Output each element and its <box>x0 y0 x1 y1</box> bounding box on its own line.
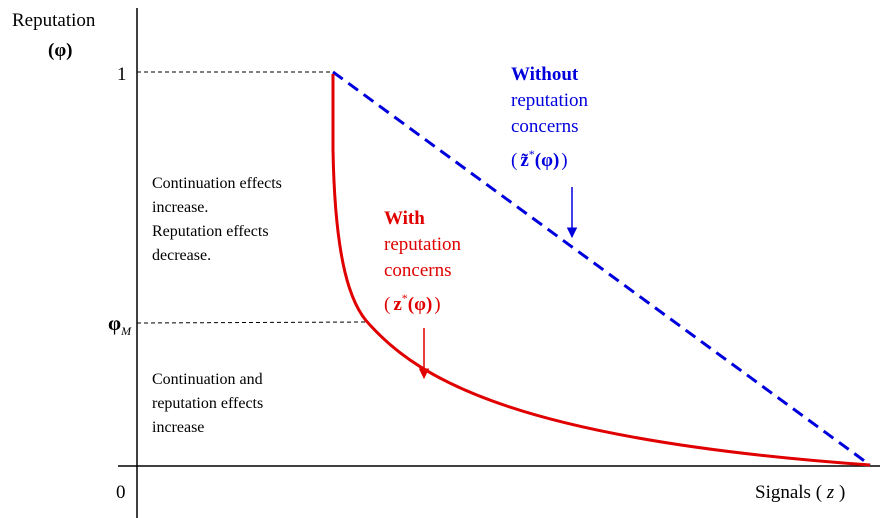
with-curve <box>331 74 871 467</box>
top-label: 1 <box>117 64 127 85</box>
guide-threshold <box>136 321 369 324</box>
x-title-text: Signals ( <box>755 482 822 503</box>
formula-open: ( <box>384 294 390 315</box>
formula: (z*(φ)) <box>384 291 441 315</box>
text-line: increase. <box>152 199 208 216</box>
formula-base: z̃ <box>520 150 529 171</box>
lower-region-text: Continuation and reputation effects increa… <box>152 371 263 436</box>
threshold-sub: M <box>120 324 132 338</box>
x-title: Signals ( z ) <box>755 482 845 503</box>
text-line: increase <box>152 419 204 436</box>
formula-sup: * <box>529 147 535 161</box>
formula-close: ) <box>434 294 440 315</box>
without-annotation: Without reputation concerns (z̃*(φ)) <box>511 64 589 171</box>
x-close: ) <box>839 482 845 503</box>
y-symbol: (φ) <box>48 40 73 61</box>
formula-arg: (φ) <box>535 150 560 171</box>
text-line: concerns <box>384 260 452 281</box>
text-line: reputation <box>384 234 462 255</box>
formula-open: ( <box>511 150 517 171</box>
text-line: Continuation effects <box>152 175 282 192</box>
threshold-base: φ <box>108 311 121 335</box>
text-line: Reputation effects <box>152 223 269 240</box>
formula: (z̃*(φ)) <box>511 147 568 171</box>
y-title: Reputation <box>12 10 96 31</box>
formula-close: ) <box>561 150 567 171</box>
text-line: Without <box>511 64 579 85</box>
text-line: With <box>384 208 425 229</box>
text-line: concerns <box>511 116 579 137</box>
text-line: Continuation and <box>152 371 263 388</box>
upper-region-text: Continuation effects increase. Reputation … <box>152 175 282 264</box>
formula-arg: (φ) <box>408 294 433 315</box>
without-line <box>332 70 871 467</box>
formula-base: z <box>393 294 402 315</box>
text-line: reputation effects <box>152 395 263 412</box>
origin-label: 0 <box>116 482 126 503</box>
threshold-label: φM <box>108 311 132 338</box>
formula-sup: * <box>402 291 408 305</box>
text-line: decrease. <box>152 247 211 264</box>
with-annotation: With reputation concerns (z*(φ)) <box>384 208 462 315</box>
x-variable: z <box>826 482 835 503</box>
text-line: reputation <box>511 90 589 111</box>
